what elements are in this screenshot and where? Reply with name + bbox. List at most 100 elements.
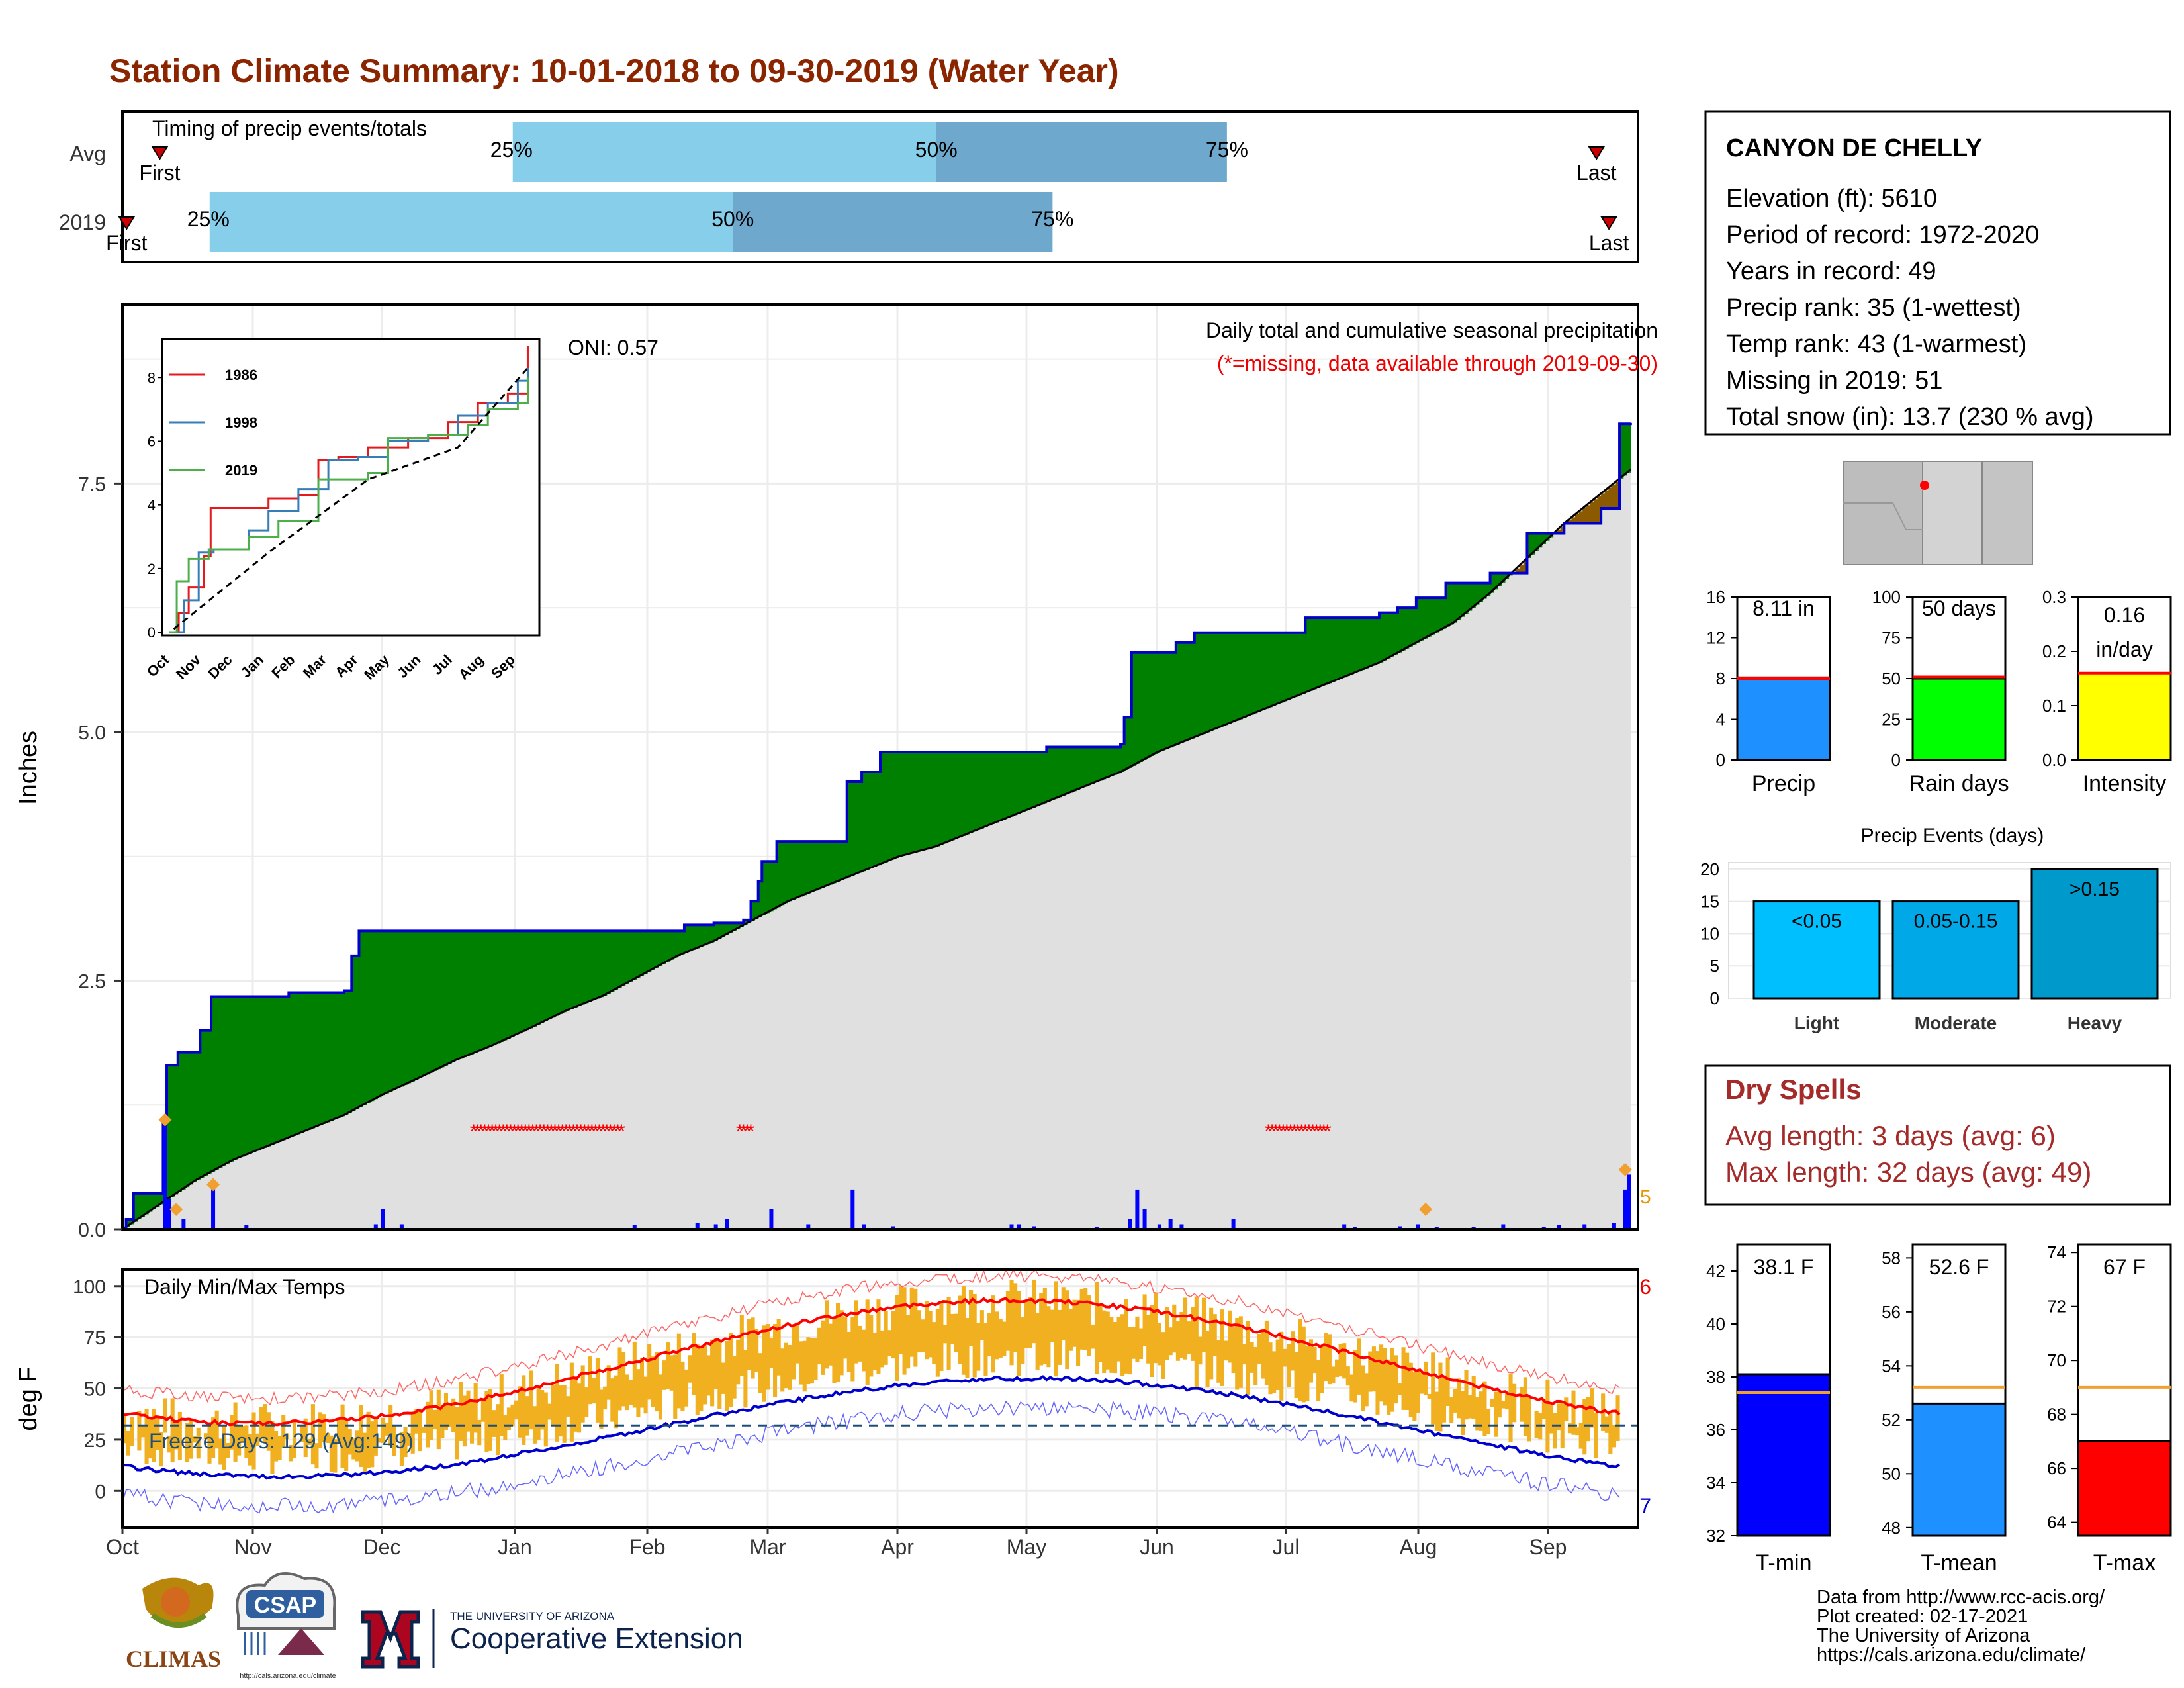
precip-above-avg bbox=[1531, 533, 1535, 555]
precip-above-avg bbox=[547, 931, 552, 1020]
missing-marker: * bbox=[584, 1121, 592, 1143]
precip-above-avg bbox=[828, 841, 833, 885]
temp-daily-bar bbox=[1175, 1321, 1180, 1361]
temp-daily-bar bbox=[1305, 1345, 1310, 1401]
temp-daily-bar bbox=[1116, 1316, 1121, 1362]
precip-above-avg bbox=[470, 931, 475, 1055]
precip-above-avg bbox=[736, 923, 741, 929]
precip-above-avg bbox=[1453, 583, 1457, 623]
temp-daily-bar bbox=[303, 1418, 308, 1458]
csap-label: CSAP bbox=[254, 1593, 316, 1618]
temp-daily-bar bbox=[1371, 1346, 1376, 1392]
temp-daily-bar bbox=[869, 1315, 874, 1377]
precip-above-avg bbox=[1283, 632, 1287, 702]
temp-daily-bar bbox=[1102, 1310, 1107, 1374]
temp-summary-ytick-label: 40 bbox=[1706, 1314, 1725, 1334]
precip-daily-bar bbox=[163, 1119, 167, 1229]
temp-daily-bar bbox=[692, 1333, 696, 1395]
precip-above-avg bbox=[706, 925, 711, 944]
temp-daily-bar bbox=[758, 1353, 762, 1393]
timing-first-marker bbox=[151, 146, 169, 160]
events-bar-label: 0.05-0.15 bbox=[1914, 911, 1998, 933]
precip-above-avg bbox=[983, 751, 988, 827]
precip-daily-bar bbox=[167, 1199, 171, 1229]
precip-daily-bar bbox=[769, 1209, 774, 1229]
temp-daily-bar bbox=[1612, 1424, 1616, 1448]
temp-daily-bar bbox=[1072, 1299, 1077, 1347]
precip-daily-bar bbox=[1397, 1226, 1402, 1229]
temp-daily-bar bbox=[1272, 1351, 1277, 1393]
temp-daily-bar bbox=[130, 1417, 134, 1446]
temp-daily-bar bbox=[1124, 1299, 1128, 1374]
station-line-6: Missing in 2019: 51 bbox=[1726, 367, 1942, 395]
temp-daily-bar bbox=[1257, 1334, 1261, 1364]
temp-daily-bar bbox=[1238, 1316, 1243, 1388]
precip-above-avg bbox=[185, 1052, 190, 1188]
precip-above-avg bbox=[599, 931, 604, 998]
temp-daily-bar bbox=[1375, 1351, 1380, 1415]
avg-min-line bbox=[122, 1375, 1621, 1480]
missing-marker: * bbox=[573, 1121, 581, 1143]
precip-above-avg bbox=[1068, 747, 1073, 793]
temp-daily-bar bbox=[1560, 1402, 1565, 1449]
temp-daily-bar bbox=[1172, 1304, 1177, 1353]
temp-daily-bar bbox=[455, 1407, 459, 1460]
precip-below-avg bbox=[1571, 517, 1576, 524]
missing-marker: * bbox=[736, 1121, 744, 1143]
temp-daily-bar bbox=[636, 1369, 641, 1417]
missing-marker: * bbox=[617, 1121, 625, 1143]
precip-marker-label: 5 bbox=[1640, 1186, 1651, 1208]
temp-daily-bar bbox=[399, 1432, 404, 1466]
precip-above-avg bbox=[1061, 747, 1066, 796]
temp-daily-bar bbox=[592, 1378, 596, 1404]
temp-daily-bar bbox=[1068, 1309, 1073, 1351]
precip-above-avg bbox=[1449, 583, 1454, 625]
record-high-line bbox=[122, 1268, 1620, 1406]
footer-credits: Data from http://www.rcc-acis.org/ Plot … bbox=[1817, 1587, 2105, 1665]
temp-ylabel: deg F bbox=[15, 1366, 42, 1430]
temp-daily-bar bbox=[1383, 1348, 1387, 1406]
temp-daily-bar bbox=[928, 1311, 933, 1358]
temp-daily-bar bbox=[1246, 1321, 1251, 1395]
precip-above-avg bbox=[673, 931, 678, 958]
temp-daily-bar bbox=[1201, 1297, 1206, 1352]
temp-daily-bar bbox=[333, 1439, 338, 1473]
temp-daily-bar bbox=[310, 1404, 315, 1465]
precip-above-avg bbox=[965, 751, 970, 835]
timing-p25-label: 25% bbox=[187, 207, 230, 231]
precip-above-avg bbox=[285, 996, 289, 1139]
precip-above-avg bbox=[976, 751, 981, 830]
precip-daily-bar bbox=[1612, 1223, 1616, 1229]
temp-daily-bar bbox=[222, 1425, 226, 1470]
temp-daily-bar bbox=[1021, 1317, 1025, 1364]
precip-above-avg bbox=[854, 782, 859, 874]
station-line-3: Years in record: 49 bbox=[1726, 258, 1936, 285]
precip-above-avg bbox=[880, 751, 885, 864]
precip-above-avg bbox=[1035, 751, 1040, 806]
temp-daily-bar bbox=[776, 1319, 781, 1376]
temp-daily-bar bbox=[813, 1338, 818, 1380]
precip-above-avg bbox=[1238, 632, 1243, 720]
temp-daily-bar bbox=[1287, 1344, 1291, 1387]
temp-daily-bar bbox=[443, 1393, 449, 1430]
temp-daily-bar bbox=[403, 1427, 408, 1458]
precip-above-avg bbox=[418, 931, 423, 1078]
precip-above-avg bbox=[743, 919, 748, 925]
summary-ytick-label: 8 bbox=[1716, 669, 1725, 688]
precip-above-avg bbox=[226, 996, 230, 1164]
temp-daily-bar bbox=[1449, 1397, 1454, 1423]
precip-above-avg bbox=[1079, 747, 1084, 788]
temp-daily-bar bbox=[666, 1342, 670, 1389]
precip-above-avg bbox=[1619, 424, 1624, 479]
events-bar-label: <0.05 bbox=[1792, 911, 1842, 933]
precip-above-avg bbox=[336, 992, 341, 1118]
temp-daily-bar bbox=[1032, 1279, 1036, 1344]
precip-daily-bar bbox=[891, 1226, 895, 1229]
temp-summary-ytick-label: 56 bbox=[1882, 1302, 1901, 1322]
temp-daily-bar bbox=[1364, 1373, 1369, 1407]
temp-daily-bar bbox=[895, 1295, 899, 1381]
temp-daily-bar bbox=[551, 1385, 555, 1426]
temp-daily-bar bbox=[950, 1313, 955, 1344]
temp-daily-bar bbox=[651, 1356, 655, 1407]
precip-above-avg bbox=[655, 931, 659, 968]
